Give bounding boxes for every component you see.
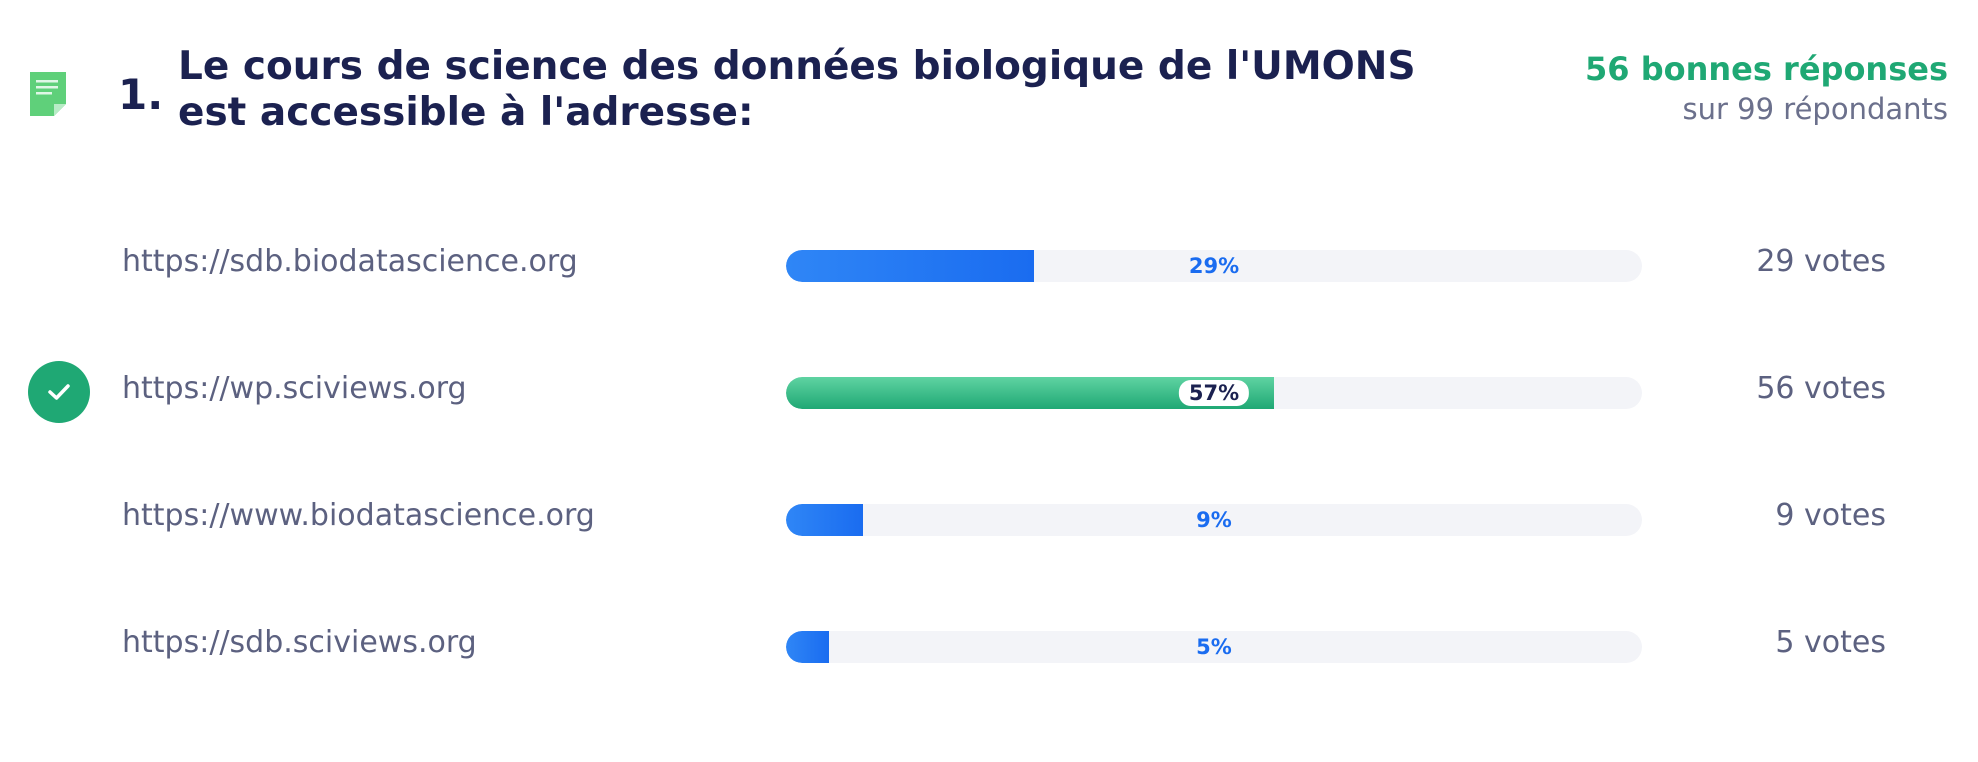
answer-row: https://sdb.biodatascience.org 29% 29 vote… (0, 230, 1978, 300)
correct-answers-count: 56 bonnes réponses (1585, 50, 1948, 88)
bar-track: 9% (786, 504, 1642, 536)
answer-row: https://www.biodatascience.org 9% 9 votes (0, 484, 1978, 554)
vote-count: 5 votes (1775, 625, 1886, 660)
bar (786, 504, 864, 536)
answer-label: https://wp.sciviews.org (122, 371, 467, 406)
bar (786, 250, 1035, 282)
bar-track: 29% (786, 250, 1642, 282)
question-number: 1. (118, 70, 164, 119)
answer-row: https://wp.sciviews.org 57% 56 votes (0, 357, 1978, 427)
vote-count: 9 votes (1775, 498, 1886, 533)
vote-count: 29 votes (1756, 244, 1886, 279)
vote-count: 56 votes (1756, 371, 1886, 406)
answer-row: https://sdb.sciviews.org 5% 5 votes (0, 611, 1978, 681)
bar-track: 57% (786, 377, 1642, 409)
percent-label: 29% (1188, 254, 1240, 278)
bar-track: 5% (786, 631, 1642, 663)
question-title: Le cours de science des données biologiq… (178, 44, 1416, 135)
document-icon (30, 72, 66, 116)
score-summary: 56 bonnes réponses sur 99 répondants (1585, 50, 1948, 126)
bar (786, 631, 829, 663)
answer-label: https://www.biodatascience.org (122, 498, 595, 533)
answer-label: https://sdb.sciviews.org (122, 625, 477, 660)
answer-label: https://sdb.biodatascience.org (122, 244, 578, 279)
respondents-count: sur 99 répondants (1682, 92, 1948, 126)
percent-label: 57% (1178, 380, 1250, 406)
correct-check-icon (28, 361, 90, 423)
percent-label: 5% (1196, 635, 1232, 659)
percent-label: 9% (1196, 508, 1232, 532)
